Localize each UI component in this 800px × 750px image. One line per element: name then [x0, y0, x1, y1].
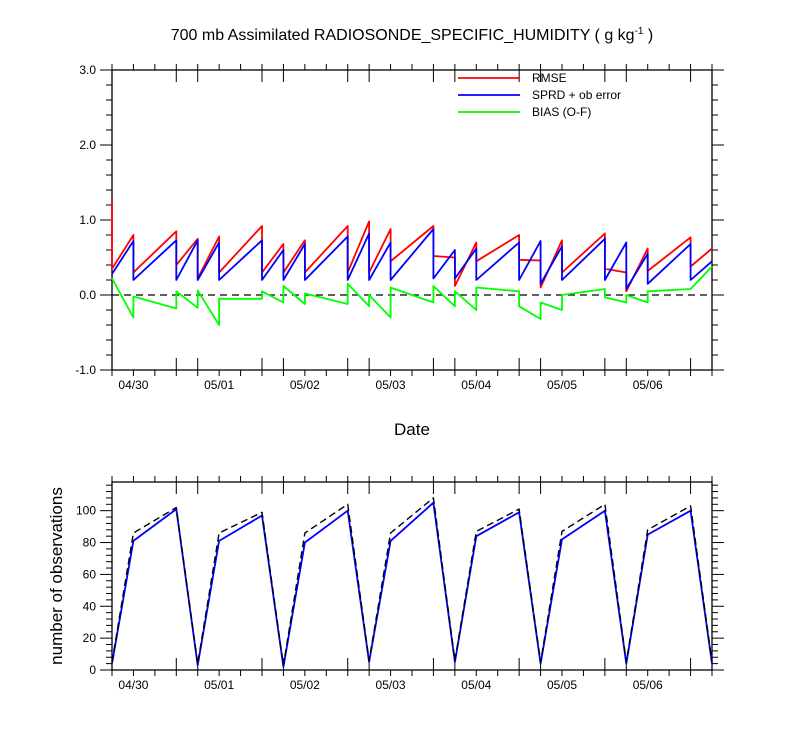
- x-tick-label: 05/05: [547, 378, 577, 392]
- y-tick-label: 0.0: [79, 288, 96, 302]
- x-tick-label: 05/04: [461, 678, 491, 692]
- legend-label: BIAS (O-F): [532, 105, 591, 119]
- x-tick-label: 04/30: [118, 378, 148, 392]
- used-observations-line: [111, 501, 713, 668]
- chart-title-superscript: -1: [635, 26, 644, 37]
- sprd-series-line: [111, 228, 713, 290]
- x-tick-label: 05/01: [204, 678, 234, 692]
- x-tick-label: 05/01: [204, 378, 234, 392]
- legend-label: SPRD + ob error: [532, 88, 621, 102]
- plot-frame: [111, 69, 713, 371]
- x-tick-label: 05/05: [547, 678, 577, 692]
- y-tick-label: 2.0: [79, 138, 96, 152]
- bottom-chart-panel: 0 20 40 60 80 100 04/30 05/01 05/02 05/03 05/04 05/…: [76, 476, 724, 692]
- y-tick-label: 3.0: [79, 63, 96, 77]
- x-tick-label: 05/02: [290, 378, 320, 392]
- y-tick-label: 0: [89, 663, 96, 677]
- legend-label: RMSE: [532, 71, 567, 85]
- y-tick-label: 100: [76, 504, 96, 518]
- y-tick-label: 40: [83, 599, 97, 613]
- chart-title: 700 mb Assimilated RADIOSONDE_SPECIFIC_H…: [171, 26, 654, 44]
- chart-title-end: ): [643, 27, 653, 44]
- top-x-axis-title: Date: [394, 420, 430, 439]
- x-tick-label: 05/02: [290, 678, 320, 692]
- y-tick-label: -1.0: [75, 363, 96, 377]
- x-tick-label: 05/06: [633, 378, 663, 392]
- total-observations-line: [111, 497, 713, 666]
- y-tick-label: 1.0: [79, 213, 96, 227]
- x-tick-label: 05/03: [376, 378, 406, 392]
- rmse-series-line: [111, 201, 713, 293]
- x-tick-label: 05/06: [633, 678, 663, 692]
- y-tick-label: 80: [83, 536, 97, 550]
- bottom-y-axis-title: number of observations: [47, 487, 66, 665]
- bias-series-line: [111, 265, 713, 326]
- x-tick-label: 05/04: [461, 378, 491, 392]
- top-chart-panel: -1.0 0.0 1.0 2.0 3.0 04/30 05/01 05/02 05/03 05/0…: [75, 63, 724, 392]
- x-tick-label: 04/30: [118, 678, 148, 692]
- y-tick-label: 60: [83, 567, 97, 581]
- chart-title-text: 700 mb Assimilated RADIOSONDE_SPECIFIC_H…: [171, 27, 635, 44]
- x-tick-label: 05/03: [376, 678, 406, 692]
- y-tick-label: 20: [83, 631, 97, 645]
